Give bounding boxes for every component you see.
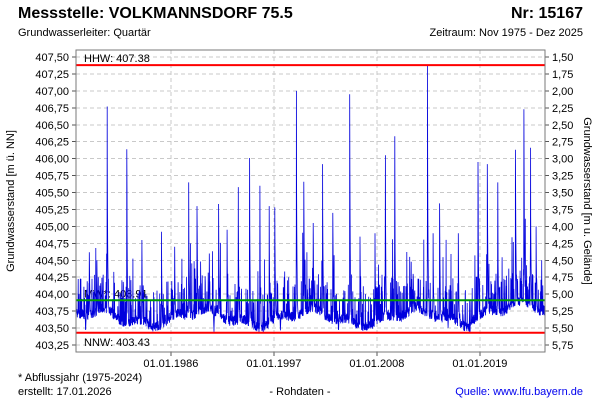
plot-border [75,49,546,353]
right-tick-label: 1,50 [552,52,573,64]
right-tick-label: 3,50 [552,188,573,200]
data-type-label: - Rohdaten - [269,386,331,398]
ref-line-label-hhw: HHW: 407.38 [84,53,150,65]
left-tick-label: 405,00 [35,221,69,233]
left-tick-label: 406,50 [35,120,69,132]
right-tick-label: 3,75 [552,204,573,216]
right-axis-title: Grundwasserstand [m u. Gelände] [581,117,593,285]
left-tick-label: 406,25 [35,137,69,149]
left-tick-label: 404,75 [35,238,69,250]
ref-line-label-nnw: NNW: 403.43 [84,337,150,349]
left-axis-title: Grundwasserstand [m ü. NN] [5,130,17,272]
right-tick-label: 5,00 [552,289,573,301]
left-tick-label: 405,75 [35,171,69,183]
right-tick-label: 4,50 [552,255,573,267]
left-tick-label: 404,50 [35,255,69,267]
right-tick-label: 5,75 [552,340,573,352]
left-tick-label: 407,25 [35,69,69,81]
right-tick-label: 2,25 [552,103,573,115]
x-tick-label: 01.01.1986 [143,358,198,370]
left-tick-label: 406,75 [35,103,69,115]
right-tick-label: 2,00 [552,86,573,98]
right-tick-label: 2,50 [552,120,573,132]
left-tick-label: 406,00 [35,154,69,166]
right-tick-label: 5,50 [552,323,573,335]
x-tick-label: 01.01.2008 [349,358,404,370]
left-tick-label: 407,50 [35,52,69,64]
right-tick-label: 5,25 [552,306,573,318]
x-tick-label: 01.01.1997 [246,358,301,370]
left-tick-label: 404,25 [35,272,69,284]
left-tick-label: 405,50 [35,188,69,200]
right-tick-label: 3,00 [552,154,573,166]
left-tick-label: 403,75 [35,306,69,318]
left-tick-label: 404,00 [35,289,69,301]
right-tick-label: 3,25 [552,171,573,183]
footnote: * Abflussjahr (1975-2024) [18,372,143,384]
left-tick-label: 403,25 [35,340,69,352]
right-tick-label: 1,75 [552,69,573,81]
right-tick-label: 4,25 [552,238,573,250]
source-link[interactable]: Quelle: www.lfu.bayern.de [455,386,583,398]
aquifer-label: Grundwasserleiter: Quartär [18,27,151,39]
created-date: erstellt: 17.01.2026 [18,386,112,398]
period-label: Zeitraum: Nov 1975 - Dez 2025 [429,27,583,39]
right-tick-label: 2,75 [552,137,573,149]
left-tick-label: 403,50 [35,323,69,335]
page-title: Messstelle: VOLKMANNSDORF 75.5 [18,5,293,22]
groundwater-series-line [75,65,546,333]
station-number: Nr: 15167 [510,5,583,22]
right-tick-label: 4,75 [552,272,573,284]
x-tick-label: 01.01.2019 [452,358,507,370]
left-tick-label: 405,25 [35,204,69,216]
left-tick-label: 407,00 [35,86,69,98]
right-tick-label: 4,00 [552,221,573,233]
